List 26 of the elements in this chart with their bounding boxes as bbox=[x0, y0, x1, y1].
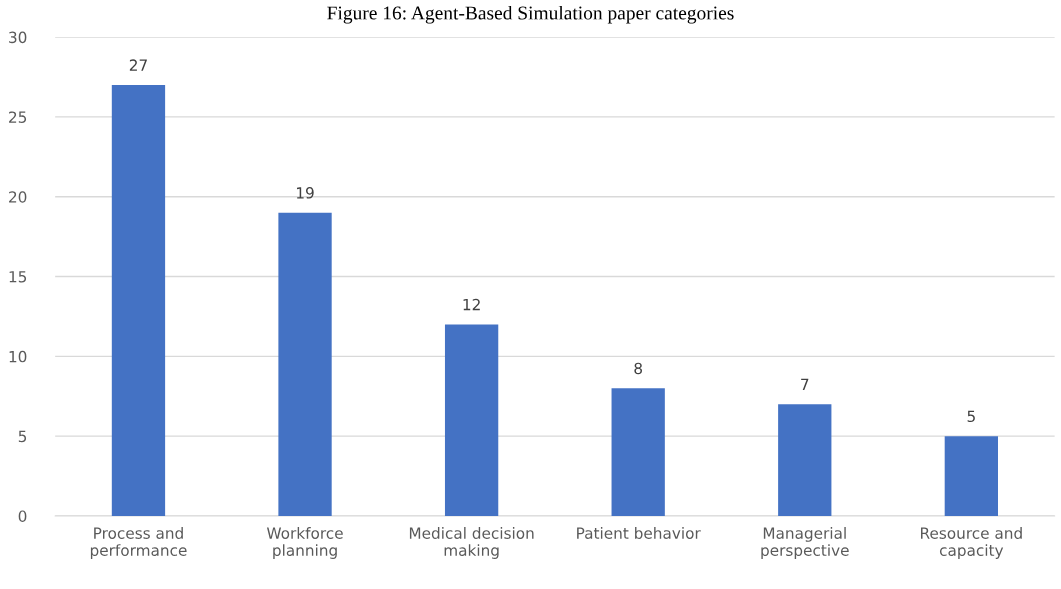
x-tick-label: Medical decision making bbox=[409, 527, 534, 559]
bar bbox=[444, 324, 499, 516]
y-tick-label: 10 bbox=[9, 350, 27, 363]
bar bbox=[278, 212, 332, 516]
y-tick-label: 20 bbox=[9, 191, 27, 203]
y-tick-label: 15 bbox=[9, 271, 27, 283]
x-tick-label: Resource and capacity bbox=[921, 527, 1022, 559]
data-label: 7 bbox=[801, 378, 809, 390]
x-tick-label: Workforce planning bbox=[266, 527, 343, 559]
data-label: 8 bbox=[634, 362, 643, 375]
x-tick-label: Process and performance bbox=[90, 527, 187, 559]
x-tick-label: Managerial perspective bbox=[761, 527, 849, 559]
y-tick-label: 0 bbox=[18, 510, 27, 522]
data-label: 27 bbox=[129, 59, 147, 71]
bar bbox=[944, 436, 998, 516]
y-tick-label: 30 bbox=[9, 31, 27, 44]
bar bbox=[611, 388, 665, 516]
y-tick-label: 5 bbox=[18, 430, 27, 443]
y-tick-label: 25 bbox=[9, 111, 27, 123]
bar bbox=[111, 84, 166, 516]
data-label: 5 bbox=[967, 410, 975, 423]
chart-title: Figure 16: Agent-Based Simulation paper categories bbox=[327, 5, 734, 24]
data-label: 19 bbox=[297, 187, 314, 199]
bar bbox=[778, 404, 832, 516]
x-tick-label: Patient behavior bbox=[577, 527, 701, 539]
data-label: 12 bbox=[463, 298, 480, 311]
